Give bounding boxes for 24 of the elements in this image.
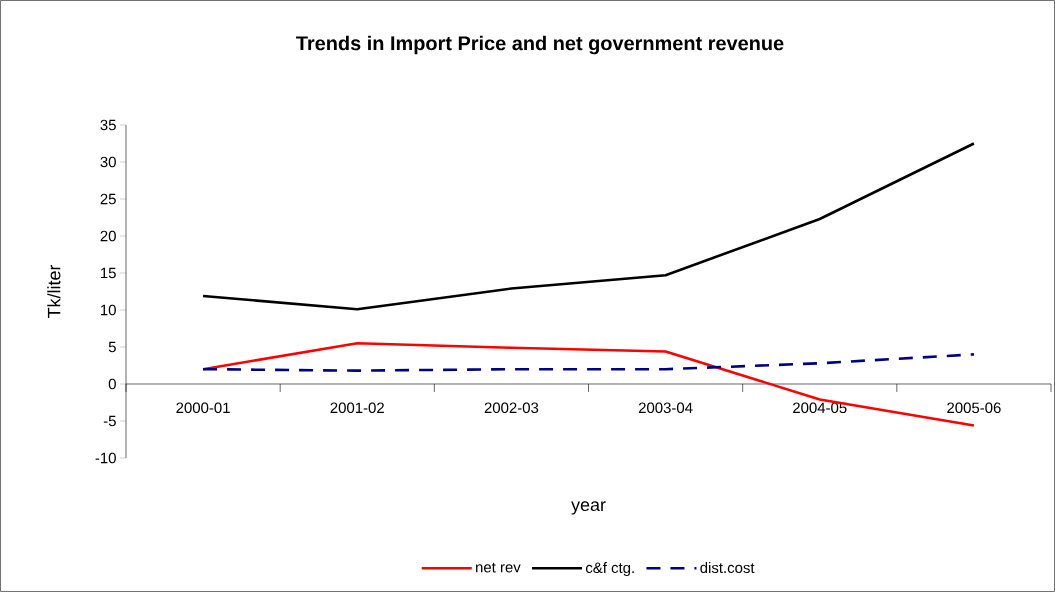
x-tick-label: 2001-02 <box>330 402 384 414</box>
line-series <box>201 142 976 311</box>
legend-label: net rev <box>476 562 521 573</box>
y-tick-label: 30 <box>100 156 116 168</box>
y-tick-label: 35 <box>100 119 116 131</box>
line-series <box>201 353 976 372</box>
x-tick-label: 2004-05 <box>793 402 847 414</box>
x-tick-label: 2002-03 <box>484 402 539 414</box>
x-tick-label: 2000-01 <box>176 402 230 414</box>
legend-label: dist.cost <box>700 562 755 574</box>
y-tick-label: -10 <box>95 452 116 464</box>
y-tick-label: 10 <box>101 304 116 316</box>
y-tick-label: 20 <box>100 230 116 242</box>
y-tick-label: -5 <box>103 415 116 427</box>
chart-title: Trends in Import Price and net government revenue <box>296 35 784 55</box>
y-tick-label: 0 <box>108 378 116 390</box>
y-axis-title: Tk/liter <box>47 264 61 318</box>
y-tick-label: 15 <box>101 267 116 279</box>
legend-label: c&f ctg. <box>585 562 634 576</box>
x-axis-title: year <box>571 501 606 515</box>
y-tick-label: 25 <box>100 193 116 205</box>
y-tick-label: 5 <box>108 341 116 353</box>
x-tick-label: 2005-06 <box>947 402 1001 414</box>
x-tick-label: 2003-04 <box>638 402 693 414</box>
